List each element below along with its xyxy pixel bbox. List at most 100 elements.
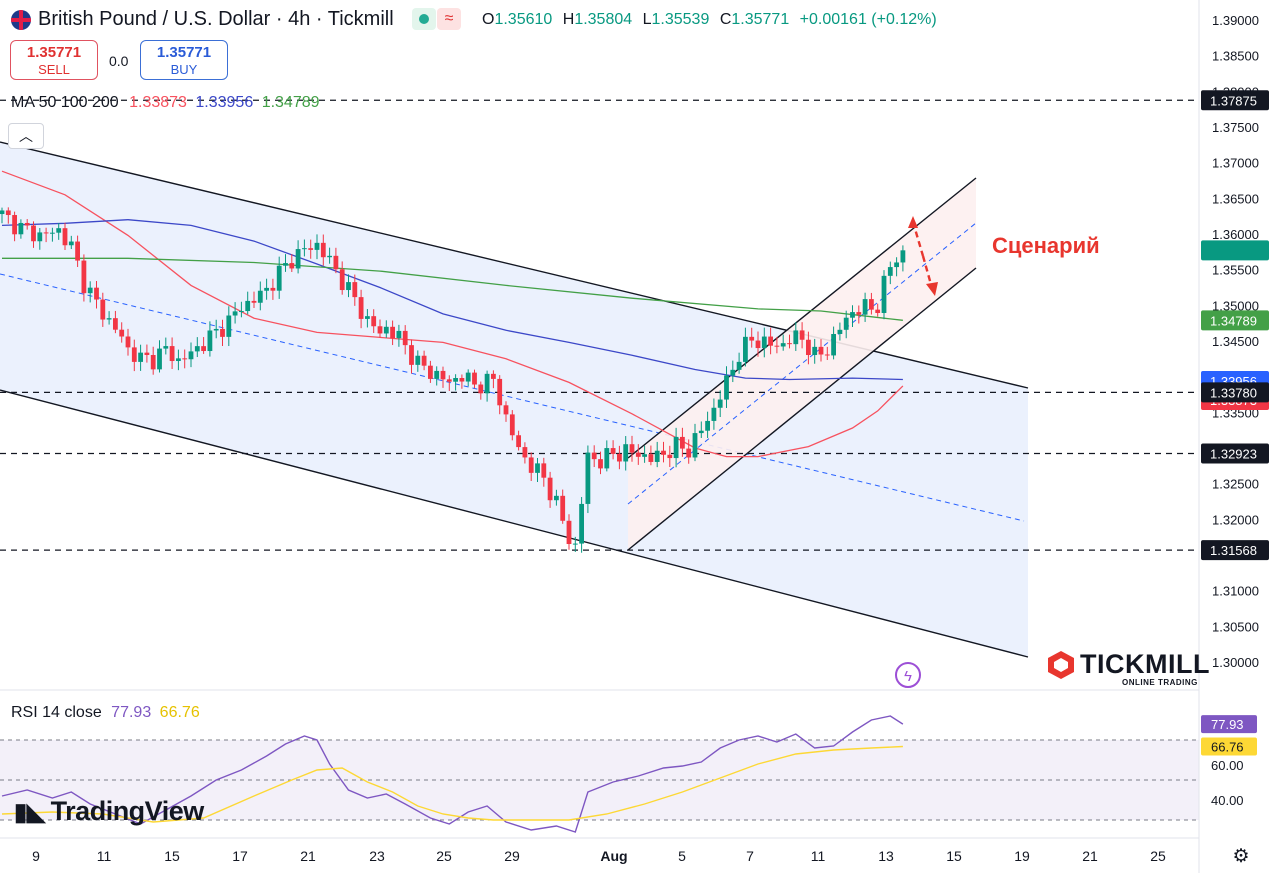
buy-label: BUY	[170, 62, 198, 77]
time-tick-label: 23	[369, 848, 385, 864]
candle-body	[881, 275, 887, 314]
candle-body	[623, 444, 629, 462]
symbol-title[interactable]: British Pound / U.S. Dollar · 4h · Tickm…	[38, 8, 394, 30]
open-value: 1.35610	[494, 11, 553, 28]
candle-body	[673, 436, 679, 459]
descending-channel-lower	[0, 389, 1029, 658]
ma-legend[interactable]: MA 50 100 200 1.33873 1.33956 1.34789	[11, 94, 320, 112]
buy-button[interactable]: 1.35771 BUY	[140, 40, 228, 80]
price-axis-label: 1.34789	[1210, 313, 1257, 328]
rsi-ma-legend-value: 66.76	[159, 704, 200, 721]
candle-body	[150, 354, 156, 370]
candle-body	[289, 263, 295, 269]
time-tick-label: 15	[164, 848, 180, 864]
ma-legend-label: MA 50 100 200	[11, 94, 119, 111]
sell-label: SELL	[38, 62, 70, 77]
candle-body	[106, 318, 112, 320]
candle-body	[50, 232, 55, 234]
candle-body	[163, 346, 169, 349]
candle-body	[736, 361, 742, 370]
candle-body	[18, 222, 24, 235]
candle-body	[188, 351, 194, 360]
candle-body	[894, 262, 899, 268]
candle-body	[680, 436, 685, 449]
candle-body	[157, 348, 162, 370]
scenario-arrowhead-down	[926, 282, 938, 296]
candle-body	[270, 287, 276, 291]
candle-body	[346, 282, 351, 291]
price-tick-label: 1.35500	[1212, 263, 1259, 278]
price-axis-label-box	[1201, 310, 1269, 331]
rsi-tick-label: 40.00	[1211, 793, 1244, 808]
sell-button[interactable]: 1.35771 SELL	[10, 40, 98, 80]
candle-body	[68, 241, 74, 246]
market-status-icon[interactable]	[412, 8, 436, 30]
ma50-value: 1.33873	[129, 94, 187, 111]
candle-body	[333, 255, 339, 270]
candle-body	[371, 316, 377, 327]
tickmill-mark-icon	[1048, 651, 1074, 679]
lightning-icon[interactable]: ϟ	[895, 662, 921, 688]
candle-body	[56, 228, 62, 233]
candle-body	[358, 297, 364, 319]
candle-body	[591, 452, 597, 460]
ma-line-ma100	[1, 219, 903, 381]
ascending-channel-lower	[627, 267, 977, 551]
candle-body	[522, 447, 528, 458]
wave-icon[interactable]: ≈	[437, 8, 461, 30]
candle-body	[327, 255, 332, 258]
candle-body	[226, 315, 232, 337]
time-tick-label: 25	[436, 848, 452, 864]
candle-body	[484, 373, 490, 394]
candle-body	[320, 242, 326, 258]
candle-body	[535, 463, 540, 473]
candle-body	[239, 311, 244, 313]
price-tick-label: 1.35000	[1212, 298, 1259, 313]
time-tick-label: 19	[1014, 848, 1030, 864]
candle-body	[812, 346, 818, 356]
candle-body	[43, 232, 49, 234]
candle-body	[875, 309, 881, 314]
rsi-legend[interactable]: RSI 14 close 77.93 66.76	[11, 704, 200, 722]
time-tick-label: 29	[504, 848, 520, 864]
price-axis-label: 1.32923	[1210, 446, 1257, 461]
time-tick-label: 25	[1150, 848, 1166, 864]
rsi-legend-value: 77.93	[111, 704, 152, 721]
time-tick-label: 13	[878, 848, 894, 864]
candle-body	[497, 378, 503, 406]
rsi-ma-axis-label-box	[1201, 737, 1257, 756]
candle-body	[705, 420, 710, 431]
price-tick-label: 1.37500	[1212, 120, 1259, 135]
candle-body	[654, 450, 660, 462]
candle-body	[617, 453, 622, 462]
change-value: +0.00161 (+0.12%)	[799, 11, 937, 28]
candle-body	[264, 287, 269, 291]
candle-body	[383, 326, 389, 334]
candle-body	[635, 452, 641, 457]
candle-body	[749, 336, 755, 341]
candle-body	[869, 299, 874, 310]
price-axis-label-box	[1201, 443, 1269, 464]
candle-body	[100, 299, 106, 320]
descending-channel-mid	[0, 273, 1025, 522]
rsi-line-ma	[1, 745, 903, 823]
candle-body	[774, 345, 780, 347]
candle-body	[598, 459, 603, 469]
chevron-up-icon[interactable]: ︿	[8, 123, 44, 149]
sell-price: 1.35771	[26, 44, 82, 61]
scenario-arrowhead-up	[908, 216, 918, 228]
candle-body	[24, 222, 30, 226]
price-axis-label-box	[1201, 90, 1269, 111]
candle-body	[37, 232, 43, 242]
candle-body	[900, 250, 906, 263]
gear-icon[interactable]: ⚙	[1232, 846, 1250, 867]
price-tick-label: 1.38500	[1212, 49, 1259, 64]
price-tick-label: 1.31000	[1212, 584, 1259, 599]
candle-body	[428, 365, 433, 379]
candle-body	[604, 448, 610, 469]
candle-body	[390, 326, 395, 339]
candle-body	[176, 358, 181, 362]
current-price-box	[1201, 240, 1269, 261]
ma100-value: 1.33956	[195, 94, 254, 111]
